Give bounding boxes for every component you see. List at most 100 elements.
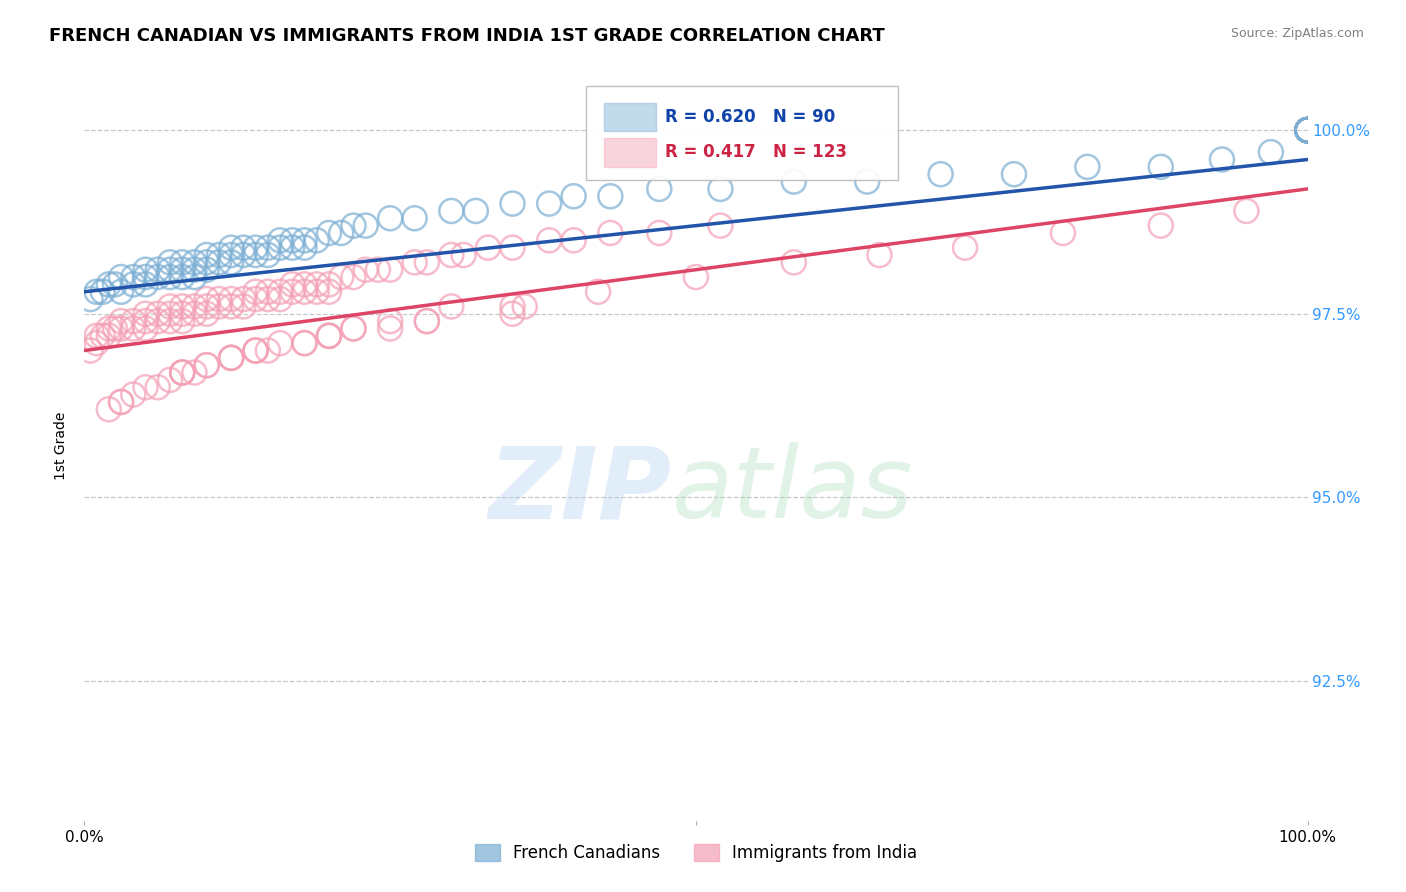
Point [219, 255, 242, 269]
Point [269, 336, 291, 351]
Point [245, 285, 267, 299]
Point [245, 292, 267, 306]
Point [318, 328, 340, 343]
Point [195, 300, 218, 314]
Point [1296, 123, 1319, 137]
Point [110, 314, 132, 328]
Point [294, 285, 316, 299]
Point [502, 307, 524, 321]
Point [195, 358, 218, 372]
Point [294, 233, 316, 247]
Point [1296, 123, 1319, 137]
Point [257, 241, 280, 255]
Point [245, 343, 267, 358]
Point [1260, 145, 1282, 160]
Point [440, 300, 463, 314]
Point [172, 255, 194, 269]
Point [219, 241, 242, 255]
Point [380, 211, 402, 226]
Point [159, 270, 181, 285]
Point [195, 358, 218, 372]
Point [380, 262, 402, 277]
Point [97, 328, 120, 343]
Point [281, 285, 304, 299]
Point [1296, 123, 1319, 137]
Point [135, 277, 157, 292]
Point [599, 189, 621, 203]
Point [146, 314, 169, 328]
Text: R = 0.620   N = 90: R = 0.620 N = 90 [665, 108, 835, 126]
Point [257, 285, 280, 299]
Point [1211, 153, 1233, 167]
Point [1296, 123, 1319, 137]
Point [1296, 123, 1319, 137]
Point [183, 307, 205, 321]
Point [856, 175, 879, 189]
Point [354, 262, 377, 277]
Point [783, 255, 806, 269]
Point [1236, 203, 1258, 218]
Point [1296, 123, 1319, 137]
Text: atlas: atlas [672, 442, 912, 540]
Point [599, 226, 621, 240]
Point [1296, 123, 1319, 137]
Point [245, 343, 267, 358]
Point [257, 248, 280, 262]
Point [513, 300, 536, 314]
Point [219, 248, 242, 262]
Point [269, 292, 291, 306]
Point [380, 314, 402, 328]
Point [440, 248, 463, 262]
Point [110, 395, 132, 409]
Text: FRENCH CANADIAN VS IMMIGRANTS FROM INDIA 1ST GRADE CORRELATION CHART: FRENCH CANADIAN VS IMMIGRANTS FROM INDIA… [49, 27, 884, 45]
Point [135, 262, 157, 277]
Point [97, 321, 120, 335]
Point [342, 321, 364, 335]
Point [79, 343, 101, 358]
Point [1296, 123, 1319, 137]
Point [1296, 123, 1319, 137]
Point [269, 233, 291, 247]
Point [232, 248, 254, 262]
FancyBboxPatch shape [586, 87, 898, 180]
Point [953, 241, 976, 255]
Point [305, 285, 328, 299]
Point [232, 241, 254, 255]
Point [416, 314, 439, 328]
Point [172, 307, 194, 321]
Point [1296, 123, 1319, 137]
Point [1296, 123, 1319, 137]
Point [79, 292, 101, 306]
Point [183, 255, 205, 269]
Point [172, 366, 194, 380]
Point [1150, 219, 1173, 233]
Point [538, 196, 561, 211]
Point [281, 277, 304, 292]
Point [122, 270, 145, 285]
Point [305, 277, 328, 292]
Point [464, 203, 486, 218]
Point [232, 300, 254, 314]
Point [294, 241, 316, 255]
Point [562, 189, 585, 203]
Point [208, 300, 231, 314]
FancyBboxPatch shape [605, 103, 655, 131]
Point [783, 175, 806, 189]
Point [146, 270, 169, 285]
Point [1296, 123, 1319, 137]
Point [367, 262, 389, 277]
Y-axis label: 1st Grade: 1st Grade [55, 412, 69, 480]
Point [1296, 123, 1319, 137]
Point [281, 233, 304, 247]
Point [1296, 123, 1319, 137]
Point [502, 300, 524, 314]
Point [440, 203, 463, 218]
Point [159, 255, 181, 269]
Point [232, 292, 254, 306]
Point [159, 300, 181, 314]
FancyBboxPatch shape [605, 138, 655, 167]
Point [453, 248, 475, 262]
Point [104, 321, 127, 335]
Point [135, 321, 157, 335]
Text: Source: ZipAtlas.com: Source: ZipAtlas.com [1230, 27, 1364, 40]
